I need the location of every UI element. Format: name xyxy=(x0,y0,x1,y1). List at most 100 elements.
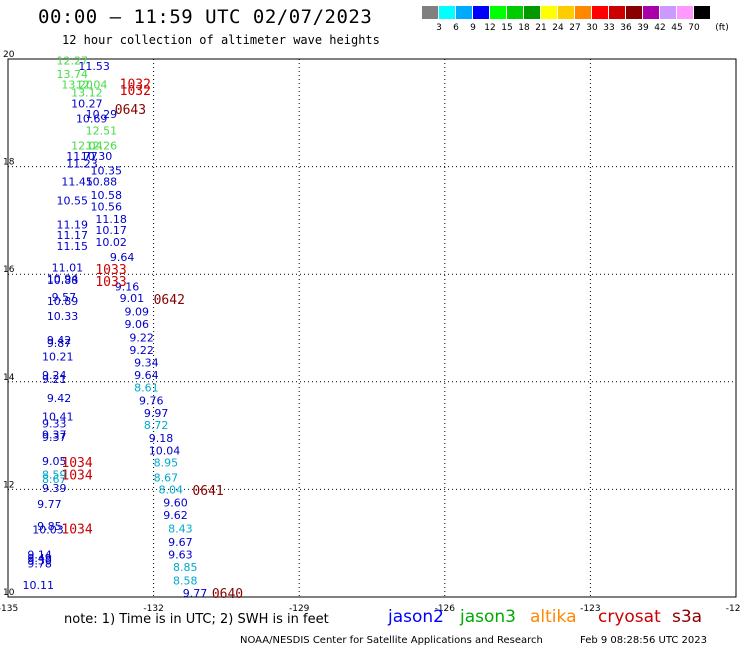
pass-time-label: 1034 xyxy=(61,456,92,471)
wave-height-label: 10.33 xyxy=(47,310,79,323)
wave-height-label: 9.49 xyxy=(27,552,52,565)
satellite-label-jason2: jason2 xyxy=(388,607,444,627)
wave-height-label: 9.14 xyxy=(27,548,52,561)
latitude-tick-label: 14 xyxy=(3,373,15,383)
wave-height-label: 8.58 xyxy=(173,575,198,588)
pass-time-label: 1034 xyxy=(61,469,92,484)
wave-height-label: 9.01 xyxy=(120,292,145,305)
latitude-tick-label: 10 xyxy=(3,588,15,598)
wave-height-label: 9.42 xyxy=(47,392,72,405)
latitude-tick-label: 18 xyxy=(3,158,15,168)
legend-swatch xyxy=(490,6,507,19)
wave-height-label: 10.69 xyxy=(76,112,108,125)
pass-time-label: 0641 xyxy=(192,484,223,499)
wave-height-label: 8.95 xyxy=(154,456,179,469)
legend-label: 33 xyxy=(603,23,615,33)
wave-height-label: 13.20 xyxy=(61,79,93,92)
wave-height-label: 9.77 xyxy=(183,587,208,600)
legend-swatch xyxy=(558,6,575,19)
legend-label: 12 xyxy=(484,23,496,33)
wave-height-label: 12.04 xyxy=(76,79,108,92)
legend-swatch xyxy=(575,6,592,19)
wave-height-label: 9.64 xyxy=(134,369,159,382)
wave-height-label: 9.97 xyxy=(144,407,169,420)
pass-time-label: 1033 xyxy=(95,263,126,278)
wave-height-label: 9.77 xyxy=(37,498,62,511)
wave-height-label: 13.12 xyxy=(71,87,103,100)
longitude-tick-label: -120 xyxy=(726,604,740,614)
pass-time-label: 1033 xyxy=(95,275,126,290)
pass-time-label: 0642 xyxy=(154,293,185,308)
legend-label: 30 xyxy=(586,23,598,33)
wave-height-label: 10.41 xyxy=(42,411,73,424)
latitude-tick-label: 20 xyxy=(3,50,15,60)
wave-height-label: 8.85 xyxy=(173,561,198,574)
footer-note: note: 1) Time is in UTC; 2) SWH is in fe… xyxy=(64,612,329,627)
wave-height-label: 11.15 xyxy=(57,240,89,253)
wave-height-label: 11.18 xyxy=(95,213,127,226)
wave-height-label: 11.17 xyxy=(57,229,89,242)
wave-height-label: 11.19 xyxy=(57,218,89,231)
longitude-tick-label: -129 xyxy=(289,604,310,614)
legend-swatch xyxy=(422,6,439,19)
wave-height-label: 9.37 xyxy=(42,431,66,444)
latitude-tick-label: 12 xyxy=(3,480,14,490)
wave-height-label: 9.60 xyxy=(163,497,188,510)
wave-height-label: 10.88 xyxy=(86,175,118,188)
wave-height-label: 9.87 xyxy=(47,337,72,350)
wave-height-label: 11.23 xyxy=(66,158,98,171)
wave-height-label: 9.78 xyxy=(27,557,52,570)
longitude-tick-label: -132 xyxy=(143,604,163,614)
credit-text: NOAA/NESDIS Center for Satellite Applica… xyxy=(240,635,543,646)
legend-swatch xyxy=(507,6,524,19)
wave-height-label: 12.51 xyxy=(86,124,118,137)
wave-height-label: 10.27 xyxy=(71,97,103,110)
page-title: 00:00 – 11:59 UTC 02/07/2023 xyxy=(38,6,373,28)
latitude-tick-label: 16 xyxy=(3,265,15,275)
satellite-label-s3a: s3a xyxy=(672,607,703,627)
wave-height-label: 9.21 xyxy=(42,373,66,386)
wave-height-label: 9.76 xyxy=(139,394,164,407)
legend-label: 70 xyxy=(688,23,700,33)
pass-time-label: 1032 xyxy=(120,84,151,99)
legend-swatch xyxy=(660,6,677,19)
wave-height-label: 10.30 xyxy=(81,150,113,163)
wave-height-label: 9.30 xyxy=(27,555,52,568)
page-subtitle: 12 hour collection of altimeter wave hei… xyxy=(62,33,380,47)
wave-height-label: 13.74 xyxy=(57,68,89,81)
wave-height-label: 12.26 xyxy=(86,139,118,152)
wave-height-label: 9.67 xyxy=(168,536,193,549)
legend-label: 45 xyxy=(671,23,683,33)
map-frame xyxy=(7,58,737,598)
wave-height-label: 8.43 xyxy=(168,522,193,535)
wave-height-label: 9.62 xyxy=(163,509,188,522)
wave-height-label: 8.04 xyxy=(158,484,183,497)
pass-time-label: 1034 xyxy=(61,523,92,538)
legend-unit: (ft) xyxy=(715,23,729,33)
timestamp-text: Feb 9 08:28:56 UTC 2023 xyxy=(580,635,707,646)
legend-swatch xyxy=(524,6,541,19)
wave-height-label: 9.18 xyxy=(149,432,174,445)
wave-height-label: 8.67 xyxy=(42,473,66,486)
legend-swatch xyxy=(677,6,694,19)
wave-height-label: 9.33 xyxy=(42,418,66,431)
wave-height-label: 11.53 xyxy=(78,60,110,73)
longitude-tick-label: -123 xyxy=(580,604,600,614)
legend-swatch xyxy=(541,6,558,19)
legend-swatch xyxy=(439,6,456,19)
wave-height-label: 9.42 xyxy=(47,334,72,347)
legend-label: 15 xyxy=(501,23,513,33)
legend-swatch xyxy=(592,6,609,19)
legend-swatch xyxy=(473,6,490,19)
legend-label: 9 xyxy=(470,23,476,33)
wave-height-label: 8.67 xyxy=(154,471,179,484)
legend-label: 27 xyxy=(569,23,581,33)
pass-time-label: 0640 xyxy=(212,587,243,602)
longitude-tick-label: -126 xyxy=(435,604,456,614)
wave-height-label: 10.02 xyxy=(95,236,127,249)
wave-height-label: 9.85 xyxy=(37,520,62,533)
legend-label: 24 xyxy=(552,23,564,33)
wave-height-label: 8.59 xyxy=(42,469,66,482)
wave-height-label: 12.04 xyxy=(71,139,103,152)
